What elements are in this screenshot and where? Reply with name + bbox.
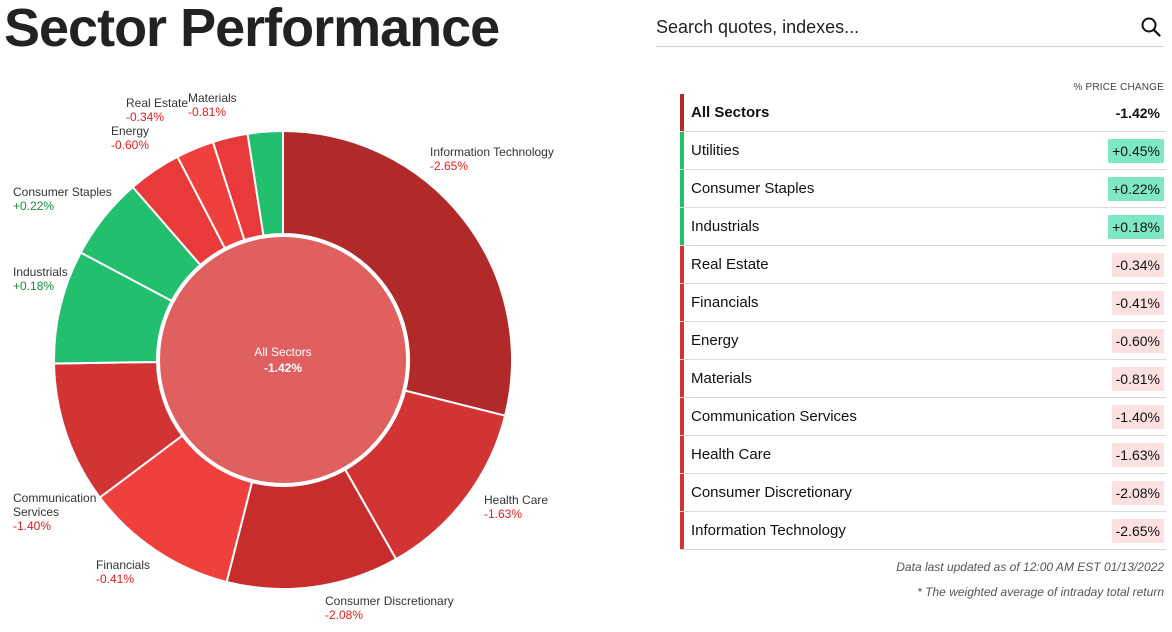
donut-svg: Information Technology-2.65%Health Care-… (13, 91, 554, 622)
slice-label-name: Energy (111, 124, 149, 138)
sector-name: Real Estate (691, 256, 769, 273)
sector-name: Utilities (691, 142, 740, 159)
row-color-bar (680, 398, 684, 435)
search-icon[interactable] (1140, 16, 1162, 38)
sector-table: All Sectors -1.42% Utilities +0.45% Consumer… (680, 94, 1166, 550)
sector-change-badge: -1.40% (1111, 405, 1164, 429)
slice-label-value: -2.65% (430, 159, 468, 173)
sector-row[interactable]: Information Technology -2.65% (680, 512, 1166, 550)
row-color-bar (680, 246, 684, 283)
sector-change-badge: -2.65% (1111, 519, 1164, 543)
row-color-bar (680, 360, 684, 397)
sector-name: Consumer Staples (691, 180, 815, 197)
sector-row[interactable]: Energy -0.60% (680, 322, 1166, 360)
sector-name: All Sectors (691, 104, 770, 121)
slice-label-name: Consumer Staples (13, 185, 112, 199)
sector-row[interactable]: Utilities +0.45% (680, 132, 1166, 170)
sector-change-badge: +0.22% (1108, 177, 1164, 201)
sector-name: Information Technology (691, 522, 846, 539)
sector-change-badge: +0.45% (1108, 139, 1164, 163)
sector-change-badge: -0.60% (1111, 329, 1164, 353)
slice-label-value: +0.18% (13, 279, 54, 293)
slice-label-value: -0.34% (126, 110, 164, 124)
row-color-bar (680, 322, 684, 359)
row-color-bar (680, 170, 684, 207)
sector-name: Energy (691, 332, 739, 349)
sector-row[interactable]: Financials -0.41% (680, 284, 1166, 322)
sector-name: Health Care (691, 446, 772, 463)
slice-label-value: +0.22% (13, 199, 54, 213)
slice-label-value: -1.63% (484, 507, 522, 521)
slice-label-name: Industrials (13, 265, 68, 279)
row-color-bar (680, 94, 684, 131)
sector-row[interactable]: Consumer Staples +0.22% (680, 170, 1166, 208)
slice-label-name: Health Care (484, 493, 548, 507)
slice-label-name: Materials (188, 91, 237, 105)
search-input[interactable] (656, 14, 1116, 40)
slice-label-value: -2.08% (325, 608, 363, 622)
sector-name: Communication Services (691, 408, 857, 425)
sector-change-badge: -1.63% (1111, 443, 1164, 467)
price-change-header: % PRICE CHANGE (1073, 82, 1164, 93)
sector-change-badge: -0.41% (1111, 291, 1164, 315)
sector-change-badge: +0.18% (1108, 215, 1164, 239)
sector-row[interactable]: Consumer Discretionary -2.08% (680, 474, 1166, 512)
slice-label-name: Information Technology (430, 145, 554, 159)
weighted-average-note: * The weighted average of intraday total… (917, 585, 1164, 599)
sector-change-badge: -0.34% (1111, 253, 1164, 277)
slice-label-value: -0.81% (188, 105, 226, 119)
slice-information-technology[interactable] (282, 129, 513, 417)
sector-change-badge: -2.08% (1111, 481, 1164, 505)
sector-name: Financials (691, 294, 759, 311)
page-title: Sector Performance (4, 0, 500, 58)
sector-name: Materials (691, 370, 752, 387)
center-label: All Sectors (254, 345, 311, 359)
slice-label-value: -0.60% (111, 138, 149, 152)
sector-row[interactable]: Industrials +0.18% (680, 208, 1166, 246)
search-bar (656, 10, 1164, 47)
slice-label-value: -0.41% (96, 572, 134, 586)
row-color-bar (680, 132, 684, 169)
slice-label-name: Real Estate (126, 96, 188, 110)
slice-label-value: -1.40% (13, 519, 51, 533)
row-color-bar (680, 512, 684, 549)
sector-name: Consumer Discretionary (691, 484, 852, 501)
sector-row[interactable]: Real Estate -0.34% (680, 246, 1166, 284)
sector-change-badge: -0.81% (1111, 367, 1164, 391)
slice-utilities[interactable] (246, 129, 284, 237)
row-color-bar (680, 474, 684, 511)
center-value: -1.42% (264, 361, 302, 375)
sector-row[interactable]: Communication Services -1.40% (680, 398, 1166, 436)
center-all-sectors[interactable] (158, 235, 408, 485)
slice-label-name: Consumer Discretionary (325, 594, 454, 608)
slice-label-name: Financials (96, 558, 150, 572)
sector-change-badge: -1.42% (1115, 105, 1160, 121)
row-color-bar (680, 208, 684, 245)
all-sectors-row[interactable]: All Sectors -1.42% (680, 94, 1166, 132)
slice-label-name: Communication (13, 491, 96, 505)
sector-donut-chart: Information Technology -2.65% Health Care -… (0, 60, 640, 632)
sector-row[interactable]: Health Care -1.63% (680, 436, 1166, 474)
sector-name: Industrials (691, 218, 760, 235)
row-color-bar (680, 284, 684, 321)
row-color-bar (680, 436, 684, 473)
sector-row[interactable]: Materials -0.81% (680, 360, 1166, 398)
slice-label-name: Services (13, 505, 59, 519)
data-updated-note: Data last updated as of 12:00 AM EST 01/… (896, 560, 1164, 574)
